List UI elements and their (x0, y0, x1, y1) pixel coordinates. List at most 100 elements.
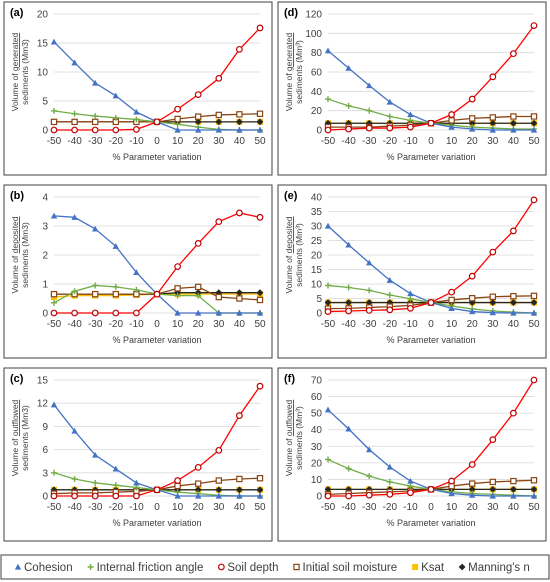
y-tick-label: 12 (37, 399, 49, 410)
x-tick-label: -40 (341, 136, 356, 147)
data-point-cohesion (92, 79, 99, 86)
data-point-mannings (530, 299, 538, 306)
x-tick-label: -50 (47, 502, 62, 513)
panel-label: (c) (10, 373, 24, 385)
y-tick-label: 10 (311, 280, 323, 291)
data-point-soil_depth (427, 299, 435, 306)
y-axis-title-keyword: outflowed (284, 399, 294, 436)
data-point-friction (112, 114, 119, 121)
panel-frame (277, 1, 547, 176)
y-tick-label: 60 (311, 392, 323, 403)
data-point-friction (407, 295, 414, 302)
data-point-initial_moisture (256, 475, 264, 482)
data-point-cohesion (530, 309, 538, 316)
x-tick-label: -20 (109, 319, 124, 330)
x-tick-label: 20 (467, 502, 479, 513)
data-point-soil_depth (215, 74, 223, 82)
y-tick-label: 0 (42, 126, 48, 137)
data-point-mannings (489, 485, 497, 493)
data-point-soil_depth (407, 489, 414, 497)
y-tick-label: 5 (42, 97, 48, 108)
x-tick-label: -10 (403, 319, 418, 330)
data-point-initial_moisture (530, 292, 538, 300)
y-tick-label: 100 (305, 29, 322, 40)
data-point-cohesion (236, 126, 243, 133)
y-tick-label: 0 (316, 126, 322, 137)
y-tick-label: 0 (316, 492, 322, 503)
data-point-cohesion (469, 308, 476, 315)
data-point-initial_moisture (174, 482, 181, 490)
x-tick-label: 50 (254, 319, 266, 330)
y-axis-title-prefix: Volume of (284, 436, 294, 476)
data-point-initial_moisture (174, 115, 181, 123)
x-tick-label: 10 (172, 502, 184, 513)
data-point-mannings (530, 119, 538, 127)
x-tick-label: 0 (154, 319, 160, 330)
x-tick-label: -20 (383, 319, 398, 330)
y-tick-label: 80 (311, 48, 323, 59)
data-point-friction (92, 479, 99, 486)
data-point-cohesion (407, 111, 414, 118)
data-point-soil_depth (345, 125, 353, 133)
x-tick-label: 20 (193, 136, 205, 147)
legend: Cohesion Internal friction angle Soil dept… (0, 554, 550, 580)
data-point-soil_depth (194, 239, 202, 247)
data-point-cohesion (448, 305, 455, 311)
data-point-soil_depth (510, 409, 517, 417)
data-point-cohesion (256, 492, 264, 499)
data-point-cohesion (530, 126, 538, 133)
data-point-soil_depth (174, 105, 182, 113)
x-tick-label: -50 (321, 136, 336, 147)
data-point-soil_depth (91, 126, 99, 134)
data-point-friction (133, 116, 140, 123)
x-tick-label: -30 (362, 502, 377, 513)
x-tick-label: -40 (67, 136, 82, 147)
data-point-soil_depth (235, 45, 243, 53)
series-soil_depth (50, 24, 264, 134)
data-point-initial_moisture (112, 290, 119, 298)
chart-panel-d: (d) 0 20 40 60 80 100 120 -50 -40 -30 -20 -10 0 10 20 30… (277, 1, 547, 176)
data-point-cohesion (195, 492, 202, 499)
x-axis-title: % Parameter variation (386, 518, 475, 528)
data-point-cohesion (510, 309, 517, 316)
data-point-soil_depth (427, 119, 435, 127)
data-point-soil_depth (510, 227, 517, 235)
x-tick-label: 20 (193, 319, 205, 330)
data-point-friction (345, 284, 352, 291)
data-point-cohesion (71, 214, 78, 220)
data-point-mannings (510, 119, 517, 127)
data-point-initial_moisture (469, 115, 476, 122)
data-point-initial_moisture (469, 480, 476, 487)
panel-frame (3, 184, 273, 359)
data-point-initial_moisture (195, 113, 202, 120)
legend-item-cohesion: Cohesion (14, 562, 73, 574)
panel-label: (b) (10, 190, 24, 202)
legend-marker-friction (87, 564, 94, 570)
y-axis-title-prefix: Volume of (284, 71, 294, 111)
legend-item-friction: Internal friction angle (87, 562, 203, 574)
data-point-soil_depth (386, 306, 394, 314)
y-axis-title-keyword: deposited (284, 216, 294, 253)
y-axis-title-line2: sediments (Mm3) (20, 222, 30, 288)
y-axis-title-keyword: outflowed (10, 399, 20, 436)
data-point-cohesion (489, 492, 496, 499)
data-point-mannings (324, 485, 332, 493)
data-point-soil_depth (235, 209, 243, 217)
data-point-mannings (194, 486, 202, 494)
data-point-initial_moisture (530, 477, 538, 484)
data-point-cohesion (448, 123, 455, 130)
data-point-mannings (468, 485, 476, 493)
y-axis-title-line1: Volume of generated (10, 33, 20, 112)
x-tick-label: 30 (213, 502, 225, 513)
x-tick-label: 30 (213, 319, 225, 330)
y-axis-title-prefix: Volume of (284, 253, 294, 293)
chart-panel-c: (c) 0 3 6 9 12 15 -50 -40 -30 -20 -10 0 10 20 30 40 50 % P… (3, 367, 273, 542)
data-point-soil_depth (132, 309, 140, 317)
x-tick-label: 0 (154, 502, 160, 513)
data-point-friction (92, 282, 99, 289)
data-point-friction (325, 282, 331, 289)
data-point-initial_moisture (71, 118, 78, 126)
